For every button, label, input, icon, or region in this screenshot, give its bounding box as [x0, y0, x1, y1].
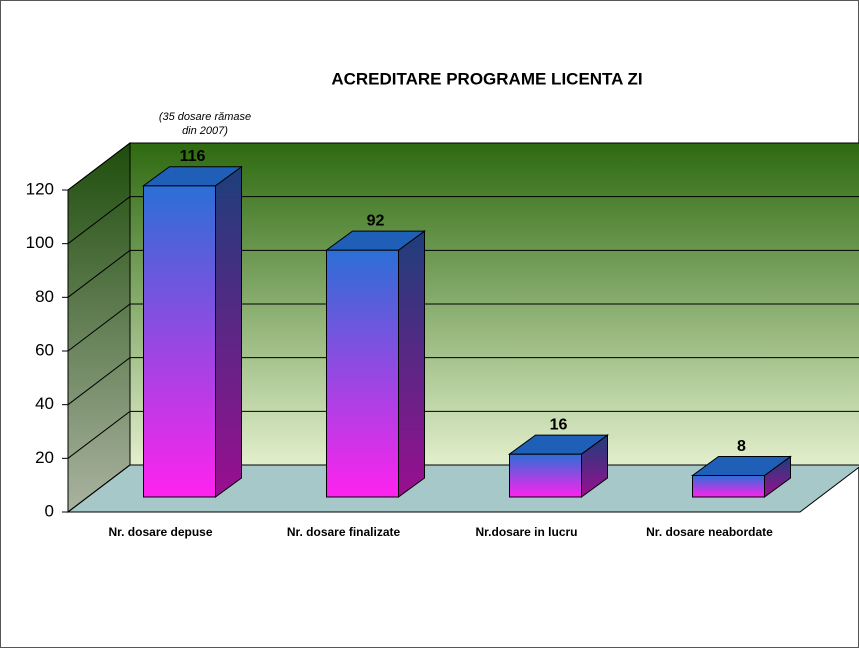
bar-front: [692, 475, 765, 498]
bar-front: [143, 185, 216, 498]
bar: [690, 455, 793, 498]
grid-line: [67, 357, 859, 406]
bar-top: [141, 166, 244, 187]
x-tick-label: Nr.dosare in lucru: [475, 525, 577, 539]
bar-top: [324, 230, 427, 251]
data-label: 16: [550, 416, 568, 433]
bar: [324, 230, 427, 498]
y-tick-label: 60: [35, 340, 54, 359]
grid-line: [67, 410, 859, 459]
x-tick-label: Nr. dosare neabordate: [646, 525, 773, 539]
bar-top: [690, 456, 793, 477]
data-label: 8: [737, 438, 746, 455]
y-tick-label: 100: [26, 233, 54, 252]
y-tick-label: 0: [45, 501, 54, 520]
bar-top: [507, 434, 610, 455]
bar-front: [326, 249, 399, 498]
grid-line: [67, 303, 859, 352]
x-tick-label: Nr. dosare finalizate: [287, 525, 401, 539]
annotation: din 2007): [182, 125, 228, 137]
y-tick-label: 40: [35, 394, 54, 413]
grid-line: [67, 142, 859, 191]
annotation: (35 dosare rămase: [159, 111, 251, 123]
bar-side: [398, 230, 425, 498]
bar: [141, 165, 244, 498]
y-tick-label: 20: [35, 448, 54, 467]
y-tick-label: 80: [35, 287, 54, 306]
grid-line: [67, 249, 859, 298]
bar-side: [215, 165, 242, 498]
x-tick-label: Nr. dosare depuse: [108, 525, 212, 539]
data-label: 116: [180, 148, 206, 165]
chart-title: ACREDITARE PROGRAME LICENTA ZI: [331, 69, 642, 88]
grid-line: [67, 464, 859, 513]
data-label: 92: [367, 212, 385, 229]
bar: [507, 434, 610, 498]
y-tick-label: 120: [26, 179, 54, 198]
bar-front: [509, 453, 582, 498]
grid-line: [67, 196, 859, 245]
